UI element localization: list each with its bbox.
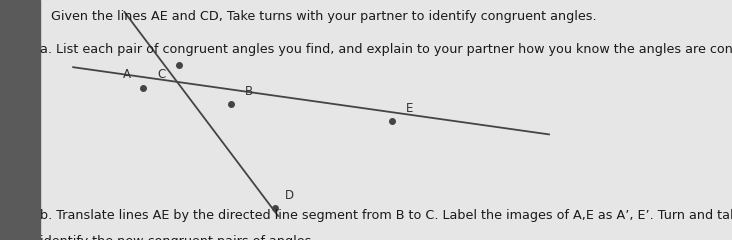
Text: C: C — [157, 68, 165, 81]
Text: Given the lines AE and CD, Take turns with your partner to identify congruent an: Given the lines AE and CD, Take turns wi… — [51, 10, 597, 23]
Text: D: D — [285, 189, 294, 202]
Text: a. List each pair of congruent angles you find, and explain to your partner how : a. List each pair of congruent angles yo… — [40, 43, 732, 56]
Text: identify the new congruent pairs of angles.: identify the new congruent pairs of angl… — [40, 235, 315, 240]
Bar — [0, 0, 40, 240]
Text: A: A — [123, 68, 130, 81]
Text: B: B — [244, 85, 253, 98]
Text: E: E — [406, 102, 414, 114]
Text: b. Translate lines AE by the directed line segment from B to C. Label the images: b. Translate lines AE by the directed li… — [40, 209, 732, 222]
